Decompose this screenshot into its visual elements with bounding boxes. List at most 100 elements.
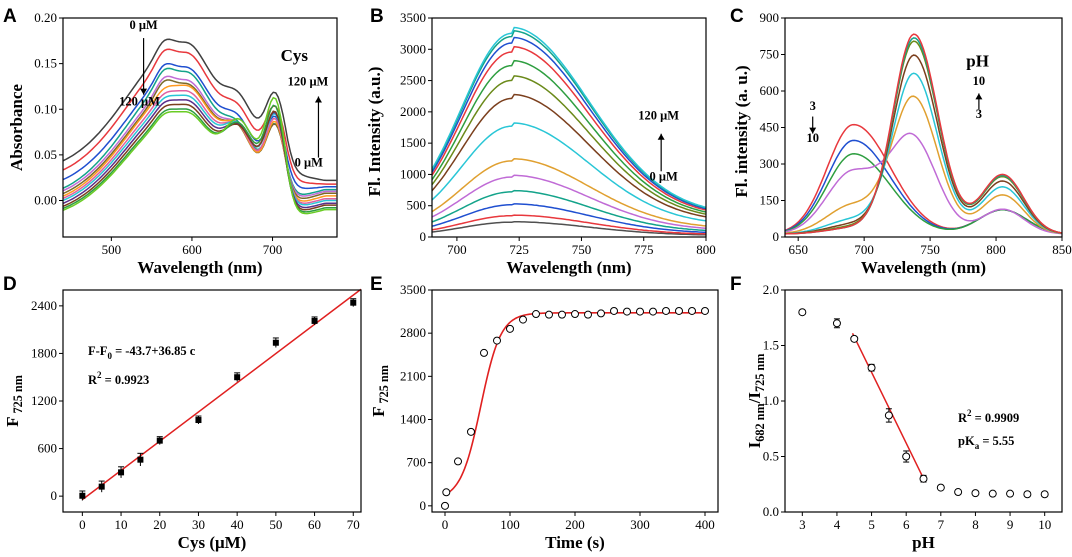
fit-line bbox=[81, 288, 362, 501]
y-tick-label: 1.0 bbox=[763, 393, 779, 408]
y-tick-label: 2.0 bbox=[763, 282, 779, 297]
pka-value-part: pK bbox=[958, 434, 975, 448]
x-tick-label: 800 bbox=[986, 242, 1006, 257]
x-tick-label: 60 bbox=[308, 517, 321, 532]
x-axis-title: Cys (μM) bbox=[178, 533, 247, 552]
y-tick-label: 1400 bbox=[400, 412, 426, 427]
y-tick-label: 0 bbox=[773, 229, 780, 244]
y-tick-label: 300 bbox=[760, 156, 780, 171]
r-squared: R2 = 0.9909 bbox=[958, 408, 1019, 425]
y-tick-label: 0 bbox=[51, 488, 58, 503]
data-point bbox=[493, 336, 501, 345]
pka-value: pKa = 5.55 bbox=[958, 434, 1014, 451]
r-squared-part: R bbox=[88, 373, 98, 387]
series-line bbox=[784, 95, 1063, 235]
panel-letter: F bbox=[730, 274, 742, 295]
data-point bbox=[195, 417, 202, 424]
y-axis-title: F 725 nm bbox=[369, 365, 391, 417]
arrow-head bbox=[140, 88, 148, 95]
annotation: 3 bbox=[976, 107, 982, 121]
series-line bbox=[431, 203, 707, 234]
series-line bbox=[63, 84, 337, 202]
annotation: pH bbox=[966, 52, 989, 71]
x-tick-label: 200 bbox=[565, 517, 585, 532]
x-tick-label: 400 bbox=[695, 517, 715, 532]
x-tick-label: 6 bbox=[903, 517, 910, 532]
panel-b: B 700 725 750 775 800 0 500 1000 1500 2000 2500 3000… bbox=[365, 6, 716, 277]
x-tick-label: 7 bbox=[938, 517, 945, 532]
data-point bbox=[649, 307, 657, 316]
data-point bbox=[936, 483, 945, 492]
y-tick-label: 0.05 bbox=[34, 147, 57, 162]
panel-letter: A bbox=[3, 6, 17, 27]
data-point bbox=[597, 309, 605, 318]
y-tick-label: 0.20 bbox=[34, 10, 57, 25]
data-point bbox=[558, 310, 566, 319]
panel-e: E 0 100 200 300 400 0 700 1400 2100 2800 3500 Time (… bbox=[369, 274, 719, 552]
y-tick-label: 2000 bbox=[400, 104, 426, 119]
x-tick-label: 5 bbox=[868, 517, 875, 532]
data-point bbox=[798, 308, 807, 317]
y-tick-label: 1.5 bbox=[763, 338, 779, 353]
y-axis-title: F 725 nm bbox=[3, 375, 25, 427]
series-group bbox=[431, 26, 707, 236]
annotation: 0 μM bbox=[650, 170, 678, 184]
r-squared-part: = 0.9923 bbox=[102, 373, 150, 387]
panel-f: F 3 4 5 6 7 8 9 10 0.0 0.5 1.0 1.5 2.0 pH I682 nm/I725 … bbox=[730, 274, 1063, 552]
series-group bbox=[784, 33, 1063, 235]
y-tick-label: 2800 bbox=[400, 325, 426, 340]
r-squared-part: R bbox=[958, 411, 968, 425]
data-point bbox=[971, 489, 980, 498]
y-axis-title-part: 725 nm bbox=[377, 365, 391, 406]
data-point bbox=[662, 306, 670, 315]
y-tick-label: 0.10 bbox=[34, 101, 57, 116]
x-tick-label: 50 bbox=[269, 517, 282, 532]
x-tick-label: 70 bbox=[347, 517, 360, 532]
y-tick-label: 450 bbox=[760, 120, 780, 135]
annotation: 120 μM bbox=[638, 108, 679, 122]
annotation: 10 bbox=[806, 131, 819, 145]
data-point bbox=[584, 310, 592, 319]
y-tick-label: 900 bbox=[760, 10, 780, 25]
data-point bbox=[623, 307, 631, 316]
fit-equation: F-F0 = -43.7+36.85 c bbox=[88, 344, 196, 361]
series-line bbox=[431, 214, 707, 235]
series-line bbox=[785, 54, 1063, 235]
panel-letter: C bbox=[730, 6, 744, 27]
data-point bbox=[272, 339, 279, 346]
panel-c: C 650 700 750 800 850 0 150 300 450 600 750 900 Wavel… bbox=[730, 6, 1072, 277]
x-tick-label: 4 bbox=[834, 517, 841, 532]
data-point bbox=[1006, 489, 1015, 498]
x-tick-label: 300 bbox=[630, 517, 650, 532]
series-line bbox=[63, 62, 337, 190]
series-line bbox=[431, 36, 707, 210]
series-line bbox=[431, 189, 707, 232]
x-tick-label: 10 bbox=[115, 517, 128, 532]
y-tick-label: 2400 bbox=[31, 298, 57, 313]
series-line bbox=[63, 38, 337, 182]
annotation: Cys bbox=[281, 46, 309, 65]
r-squared-part: 2 bbox=[967, 408, 972, 418]
y-tick-label: 0.0 bbox=[763, 504, 779, 519]
plot-frame bbox=[62, 17, 338, 238]
data-point bbox=[988, 489, 997, 498]
x-tick-label: 0 bbox=[442, 517, 449, 532]
data-point bbox=[675, 306, 683, 315]
data-point bbox=[467, 427, 475, 436]
data-point bbox=[571, 310, 579, 319]
data-point bbox=[532, 310, 540, 319]
annotation: 120 μM bbox=[288, 75, 329, 89]
x-tick-label: 30 bbox=[192, 517, 205, 532]
y-tick-label: 0.15 bbox=[34, 56, 57, 71]
data-point bbox=[519, 315, 527, 324]
panel-letter: B bbox=[370, 6, 384, 27]
series-line bbox=[431, 174, 707, 230]
data-point bbox=[902, 452, 911, 461]
data-point bbox=[234, 374, 241, 381]
x-tick-label: 500 bbox=[102, 242, 122, 257]
y-axis-title: Fl. intensity (a. u.) bbox=[732, 65, 751, 197]
arrow-head bbox=[657, 133, 665, 140]
data-point bbox=[441, 501, 449, 510]
data-point bbox=[350, 299, 357, 306]
